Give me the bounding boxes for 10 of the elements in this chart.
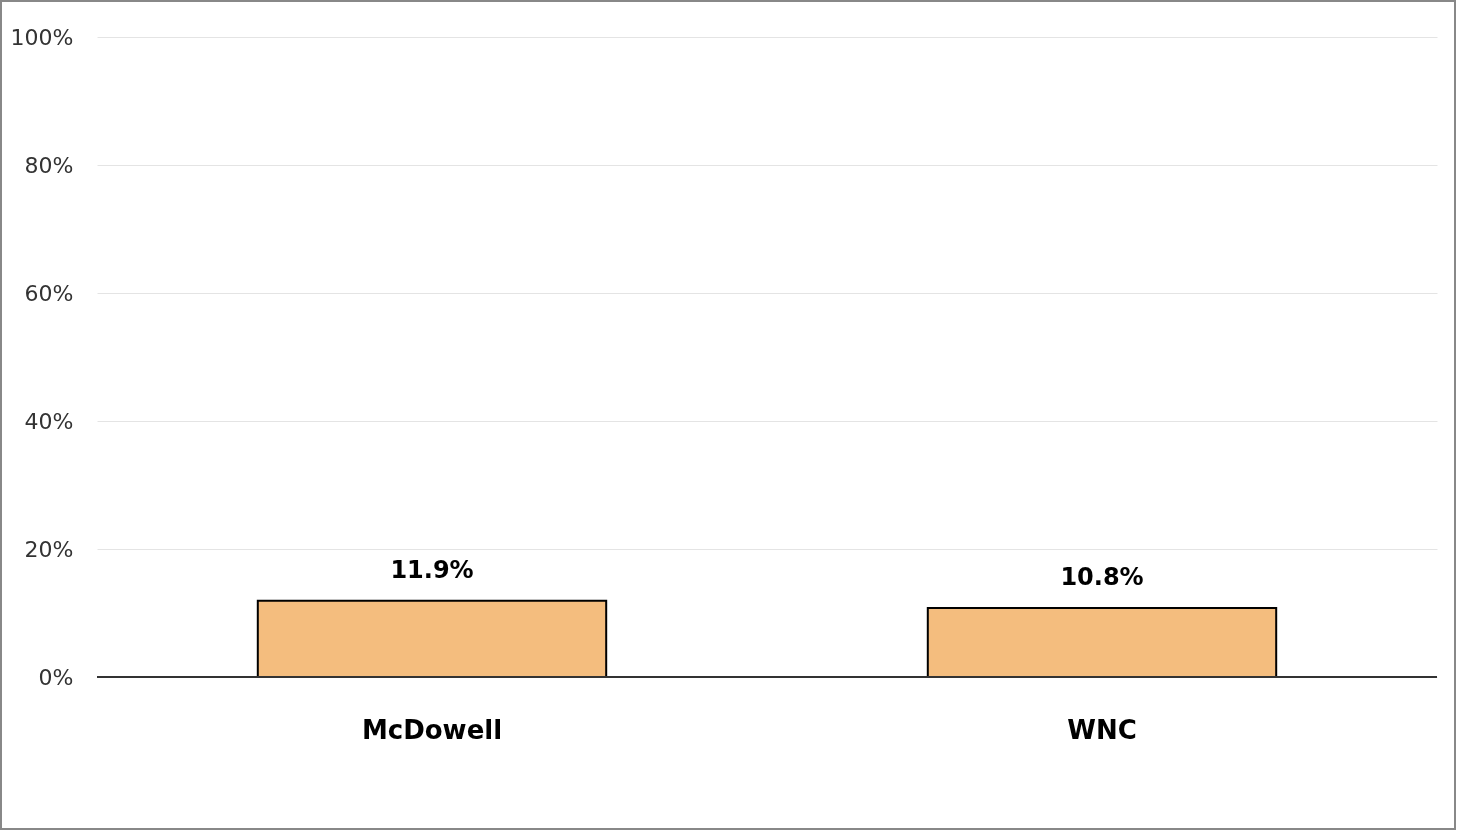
y-tick-label: 40% bbox=[24, 408, 74, 434]
y-tick-label: 0% bbox=[38, 664, 74, 690]
y-tick-label: 20% bbox=[24, 536, 74, 562]
data-label: 11.9% bbox=[390, 555, 474, 584]
data-label: 10.8% bbox=[1060, 562, 1144, 591]
y-tick-label: 80% bbox=[24, 152, 74, 178]
y-tick-label: 100% bbox=[10, 24, 74, 50]
x-tick-label: McDowell bbox=[361, 714, 503, 745]
x-tick-label: WNC bbox=[1067, 714, 1137, 745]
y-tick-label: 60% bbox=[24, 280, 74, 306]
